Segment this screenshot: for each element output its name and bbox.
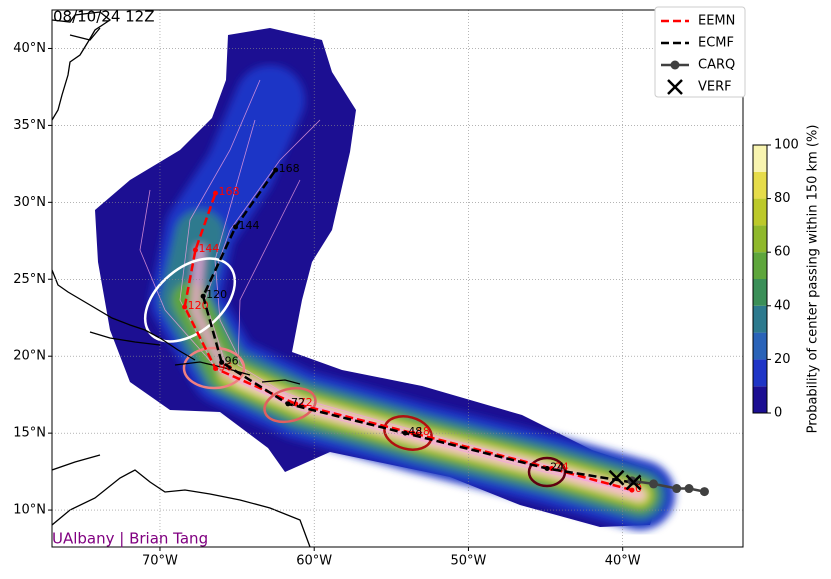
track-point [212, 190, 218, 196]
hour-label: 168 [279, 162, 300, 175]
track-line [201, 169, 633, 484]
hour-label: 72 [291, 396, 305, 409]
x-stroke [625, 474, 642, 491]
legend-label: CARQ [698, 58, 735, 73]
y-tick-label: 25°N [13, 272, 46, 287]
colorbar-segment [753, 198, 767, 226]
legend-label: EEMN [698, 14, 735, 29]
legend-label: ECMF [698, 36, 734, 51]
grid: 70°W 60°W 50°W 40°W 10°N 15°N 20°N 25°N 30°N 35°N… [13, 10, 743, 569]
colorbar: 0 20 40 60 80 100 [752, 138, 799, 421]
x-tick-label: 60°W [296, 554, 332, 569]
hour-label: 24 [550, 461, 564, 474]
track-point [182, 304, 188, 310]
hour-label: 96 [225, 354, 239, 367]
colorbar-tick-label: 20 [774, 352, 791, 367]
track-point [672, 484, 682, 494]
x-tick-label: 40°W [605, 554, 641, 569]
credit: UAlbany | Brian Tang [52, 530, 208, 548]
hour-label: 48 [416, 425, 430, 438]
x-marker [667, 79, 683, 95]
hour-label: 120 [206, 288, 227, 301]
tracks: 024487296120144168024487296120144168 [182, 162, 709, 497]
legend: EEMN ECMF CARQ VERF [661, 14, 735, 95]
track-point [684, 484, 694, 494]
track-point [200, 293, 206, 299]
hour-label: 168 [218, 185, 239, 198]
x-tick-label: 50°W [450, 554, 486, 569]
colorbar-segment [753, 145, 767, 172]
colorbar-segment [753, 225, 767, 253]
colorbar-segment [753, 386, 767, 413]
colorbar-tick-label: 40 [774, 298, 791, 313]
track-point [293, 401, 299, 407]
y-tick-label: 40°N [13, 41, 46, 56]
hour-label: 144 [239, 219, 260, 232]
x-marker [625, 474, 642, 491]
track-point [629, 487, 635, 493]
y-tick-label: 30°N [13, 195, 46, 210]
hour-label: 120 [188, 299, 209, 312]
x-tick-label: 70°W [142, 554, 178, 569]
colorbar-segment [753, 252, 767, 279]
track-point [273, 167, 279, 173]
track-point [233, 224, 239, 230]
x-stroke [667, 79, 683, 95]
track-point [285, 401, 291, 407]
map-frame [51, 9, 744, 548]
colorbar-label: Probability of center passing within 150… [806, 125, 821, 434]
colorbar-segment [753, 305, 767, 333]
track-point [544, 466, 550, 472]
track-point [649, 479, 659, 489]
track-point [699, 487, 709, 497]
x-marker [608, 469, 625, 486]
colorbar-segment [753, 279, 767, 306]
track-point [670, 60, 680, 70]
timestamp: 08/10/24 12Z [53, 8, 155, 26]
y-tick-label: 10°N [13, 503, 46, 518]
probability-field [52, 11, 675, 547]
colorbar-frame [752, 144, 768, 414]
colorbar-segment [753, 171, 767, 199]
y-tick-label: 20°N [13, 349, 46, 364]
track-point [219, 359, 225, 365]
colorbar-tick-label: 80 [774, 191, 791, 206]
colorbar-tick-label: 60 [774, 245, 791, 260]
x-stroke [608, 469, 625, 486]
track-point [212, 366, 218, 372]
track-point [402, 430, 408, 436]
legend-box [654, 6, 746, 98]
hour-label: 144 [198, 242, 219, 255]
hour-label: 48 [408, 425, 422, 438]
hour-label: 72 [299, 396, 313, 409]
colorbar-segment [753, 332, 767, 360]
y-tick-label: 35°N [13, 118, 46, 133]
track-point [192, 247, 198, 253]
y-tick-label: 15°N [13, 426, 46, 441]
legend-label: VERF [698, 80, 732, 95]
track-line [183, 192, 633, 492]
colorbar-tick-label: 0 [774, 406, 782, 421]
colorbar-tick-label: 100 [774, 138, 799, 153]
colorbar-segment [753, 359, 767, 387]
